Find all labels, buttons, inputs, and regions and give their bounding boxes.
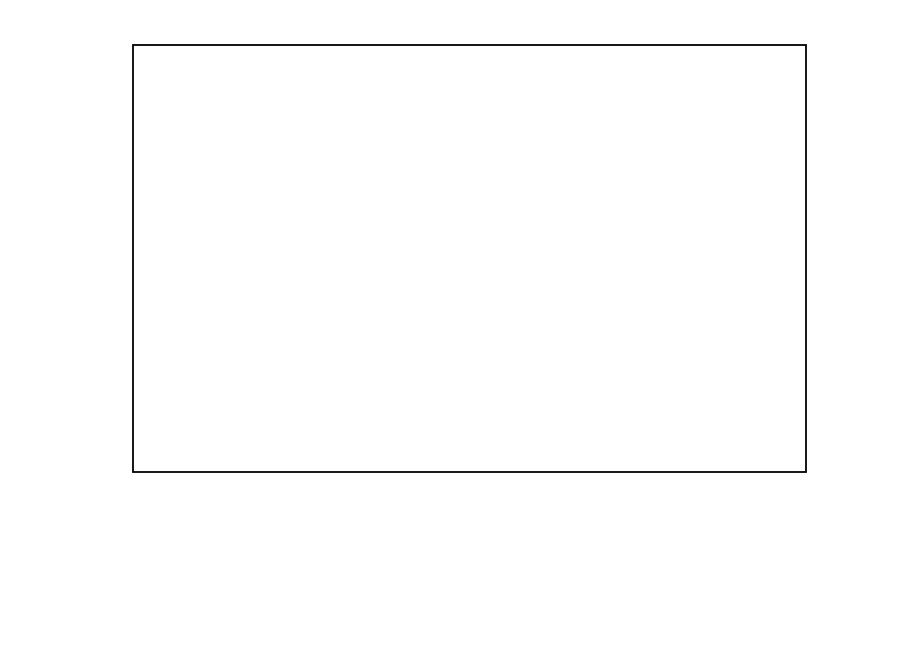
plot-border [132,44,807,473]
